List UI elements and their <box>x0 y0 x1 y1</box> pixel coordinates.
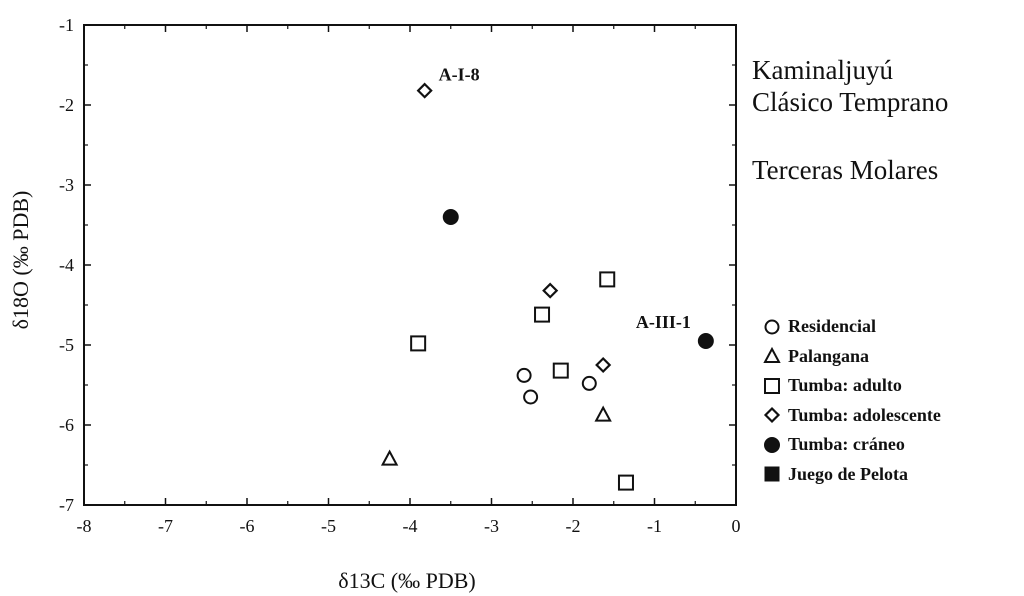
point-tumba-adulto <box>552 362 569 379</box>
y-tick-label: -1 <box>59 15 74 35</box>
plot-border <box>83 24 737 506</box>
chart-title-site: Kaminaljuyú <box>752 55 893 85</box>
annotation-label: A-III-1 <box>636 312 691 332</box>
x-tick-label: -2 <box>566 516 581 536</box>
legend-marker-shape <box>764 377 780 394</box>
x-tick-label: -5 <box>321 516 336 536</box>
y-tick-label: -4 <box>59 255 74 275</box>
legend-marker-circle-filled-icon <box>764 436 780 453</box>
annotations: A-I-8 A-III-1 <box>439 65 691 332</box>
point-tumba-craneo <box>697 333 714 349</box>
data-points <box>380 82 714 491</box>
legend-marker-circle-open-icon <box>764 319 780 335</box>
point-tumba-adolescente <box>595 356 612 374</box>
legend-label: Tumba: cráneo <box>788 434 905 455</box>
legend: Residencial Palangana Tumba: adulto Tumba: … <box>762 312 941 489</box>
axis-ticks: -8 -7 -6 -5 -4 -3 -2 -1 0-1-2-3-4-5-6-7 <box>59 15 741 536</box>
x-axis-title: δ13C (‰ PDB) <box>338 568 476 593</box>
legend-label: Tumba: adulto <box>788 375 902 396</box>
legend-entry: Juego de Pelota <box>762 460 941 490</box>
plot-frame <box>83 24 737 506</box>
legend-label: Tumba: adolescente <box>788 404 941 425</box>
y-tick-label: -7 <box>59 495 74 515</box>
point-tumba-adulto <box>617 474 634 491</box>
legend-entry: Residencial <box>762 312 941 342</box>
chart-title-period: Clásico Temprano <box>752 87 949 117</box>
point-tumba-adolescente <box>416 82 433 99</box>
x-tick-label: -8 <box>77 516 92 536</box>
legend-label: Palangana <box>788 345 870 366</box>
legend-marker-square-filled-icon <box>764 466 780 482</box>
point-tumba-adulto <box>599 271 616 288</box>
legend-marker-diamond-open-icon <box>763 407 781 424</box>
point-residencial <box>581 375 597 391</box>
legend-marker-shape <box>764 436 780 453</box>
x-tick-label: 0 <box>732 516 741 536</box>
legend-marker-shape <box>764 319 780 335</box>
x-tick-label: -3 <box>484 516 499 536</box>
point-tumba-adolescente <box>542 282 559 299</box>
legend-marker-shape <box>764 466 780 482</box>
x-tick-label: -4 <box>403 516 418 536</box>
point-palangana <box>380 449 399 466</box>
point-tumba-adulto <box>410 335 427 352</box>
legend-entry: Tumba: adulto <box>762 371 941 401</box>
point-tumba-adulto <box>534 306 551 323</box>
legend-label: Juego de Pelota <box>788 463 908 484</box>
chart-title-sample: Terceras Molares <box>752 155 939 185</box>
y-tick-label: -3 <box>59 175 74 195</box>
y-axis-title: δ18O (‰ PDB) <box>8 191 33 330</box>
point-residencial <box>516 367 532 383</box>
point-palangana <box>594 405 612 422</box>
legend-marker-shape <box>763 347 781 364</box>
y-tick-label: -5 <box>59 335 74 355</box>
point-residencial <box>523 389 539 405</box>
y-tick-label: -2 <box>59 95 74 115</box>
legend-marker-triangle-open-icon <box>763 347 781 364</box>
annotation-label: A-I-8 <box>439 65 480 85</box>
legend-entry: Tumba: adolescente <box>762 401 941 431</box>
legend-entry: Tumba: cráneo <box>762 430 941 460</box>
legend-marker-shape <box>763 407 781 424</box>
x-tick-label: -1 <box>647 516 662 536</box>
x-tick-label: -7 <box>158 516 173 536</box>
x-tick-label: -6 <box>240 516 255 536</box>
legend-label: Residencial <box>788 316 876 337</box>
y-tick-label: -6 <box>59 415 74 435</box>
point-tumba-craneo <box>442 209 459 225</box>
legend-marker-square-open-icon <box>764 377 780 394</box>
legend-entry: Palangana <box>762 342 941 372</box>
